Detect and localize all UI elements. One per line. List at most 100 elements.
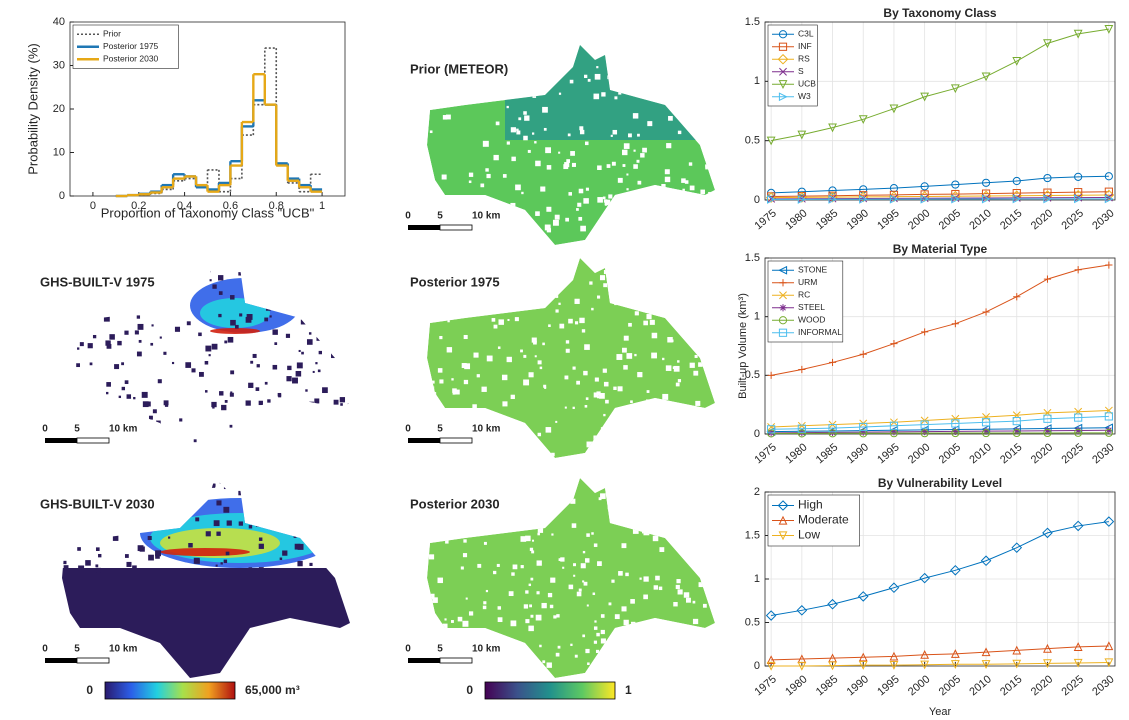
map-pixel bbox=[297, 543, 304, 550]
legend-label: RS bbox=[798, 54, 810, 64]
map-pixel bbox=[723, 53, 725, 55]
marker bbox=[859, 428, 867, 436]
map-pixel bbox=[642, 147, 647, 153]
x-tick-label: 1980 bbox=[783, 441, 809, 466]
marker bbox=[766, 136, 776, 146]
map-pixel bbox=[450, 492, 454, 496]
map-pixel bbox=[170, 514, 174, 518]
map-pixel bbox=[126, 394, 132, 399]
legend-label: Posterior 2030 bbox=[103, 54, 159, 64]
map-pixel bbox=[614, 96, 618, 100]
map-pixel bbox=[468, 611, 474, 616]
axes-box bbox=[764, 491, 1116, 667]
map-pixel bbox=[530, 492, 535, 497]
map-pixel bbox=[206, 268, 211, 273]
map-pixel bbox=[606, 215, 610, 219]
map-pixel bbox=[437, 368, 443, 373]
map-pixel bbox=[42, 304, 46, 308]
map-pixel bbox=[555, 652, 560, 657]
map-pixel bbox=[591, 532, 594, 535]
marker bbox=[1072, 520, 1084, 532]
map-pixel bbox=[77, 347, 80, 350]
map-pixel bbox=[525, 535, 531, 542]
map-pixel bbox=[603, 644, 610, 651]
x-tick-label: 2005 bbox=[937, 673, 963, 698]
map-pixel bbox=[290, 299, 294, 303]
map-pixel bbox=[164, 523, 170, 530]
map-pixel bbox=[483, 601, 487, 605]
map-pixel bbox=[318, 350, 322, 355]
x-tick-label: 2025 bbox=[1059, 207, 1085, 232]
map-pixel bbox=[621, 606, 627, 612]
map-pixel bbox=[523, 354, 527, 358]
map-pixel bbox=[596, 66, 599, 69]
map-pixel bbox=[248, 567, 253, 571]
map-pixel bbox=[596, 632, 600, 637]
map-pixel bbox=[526, 449, 530, 453]
map-pixel bbox=[303, 512, 306, 515]
map-pixel bbox=[669, 681, 672, 684]
marker bbox=[766, 655, 776, 665]
colorbar-label: 1 bbox=[625, 683, 632, 697]
map-pixel bbox=[408, 97, 410, 99]
map-pixel bbox=[153, 428, 158, 433]
map-pixel bbox=[482, 140, 489, 147]
map-pixel bbox=[90, 413, 94, 417]
marker bbox=[766, 661, 776, 671]
map-pixel bbox=[607, 75, 612, 80]
marker bbox=[920, 660, 930, 670]
map-pixel bbox=[258, 567, 264, 572]
map-pixel bbox=[479, 235, 484, 240]
map-pixel bbox=[171, 465, 174, 468]
marker bbox=[767, 371, 775, 379]
map-pixel bbox=[209, 279, 212, 282]
map-pixel bbox=[589, 457, 594, 458]
map-pixel bbox=[263, 406, 267, 410]
map-pixel bbox=[322, 387, 328, 394]
map-pixel bbox=[697, 278, 703, 284]
y-tick-label: 0.5 bbox=[745, 369, 760, 381]
map-pixel bbox=[306, 443, 311, 447]
map-pixel bbox=[705, 164, 710, 170]
map-pixel bbox=[212, 284, 217, 289]
map-pixel bbox=[297, 560, 303, 567]
map-pixel bbox=[640, 293, 647, 300]
colorbar-label: 65,000 m³ bbox=[245, 683, 300, 697]
map-pixel bbox=[288, 483, 291, 486]
map-pixel bbox=[199, 371, 204, 377]
map-pixel bbox=[665, 268, 669, 272]
marker bbox=[1012, 416, 1021, 426]
marker bbox=[890, 428, 898, 436]
map-pixel bbox=[683, 592, 690, 598]
x-tick-label: 2010 bbox=[967, 673, 993, 698]
map-pixel bbox=[51, 346, 54, 349]
map-pixel bbox=[712, 442, 715, 449]
map-pixel bbox=[319, 534, 325, 540]
map-pixel bbox=[651, 186, 656, 192]
marker bbox=[1074, 172, 1083, 181]
marker bbox=[1043, 414, 1052, 423]
map-pixel bbox=[699, 45, 703, 48]
map-pixel bbox=[666, 95, 670, 100]
map-pixel bbox=[716, 200, 722, 206]
map-pixel bbox=[422, 207, 427, 212]
map-pixel bbox=[288, 526, 294, 532]
map-pixel bbox=[468, 95, 473, 100]
scalebar-label: 0 bbox=[42, 644, 48, 655]
map-pixel bbox=[681, 215, 685, 219]
map-pixel bbox=[113, 259, 120, 266]
map-pixel bbox=[668, 115, 673, 121]
map-pixel bbox=[483, 306, 489, 311]
map-pixel bbox=[558, 92, 562, 95]
map-pixel bbox=[536, 480, 540, 484]
map-pixel bbox=[569, 79, 574, 84]
marker bbox=[1043, 643, 1052, 653]
map-pixel bbox=[533, 235, 539, 241]
map-pixel bbox=[619, 645, 625, 651]
scalebar-white bbox=[76, 437, 110, 444]
map-pixel bbox=[510, 620, 517, 627]
map-pixel bbox=[148, 415, 153, 420]
map-pixel bbox=[487, 657, 494, 664]
map-pixel bbox=[296, 362, 303, 369]
map-pixel bbox=[279, 557, 283, 561]
